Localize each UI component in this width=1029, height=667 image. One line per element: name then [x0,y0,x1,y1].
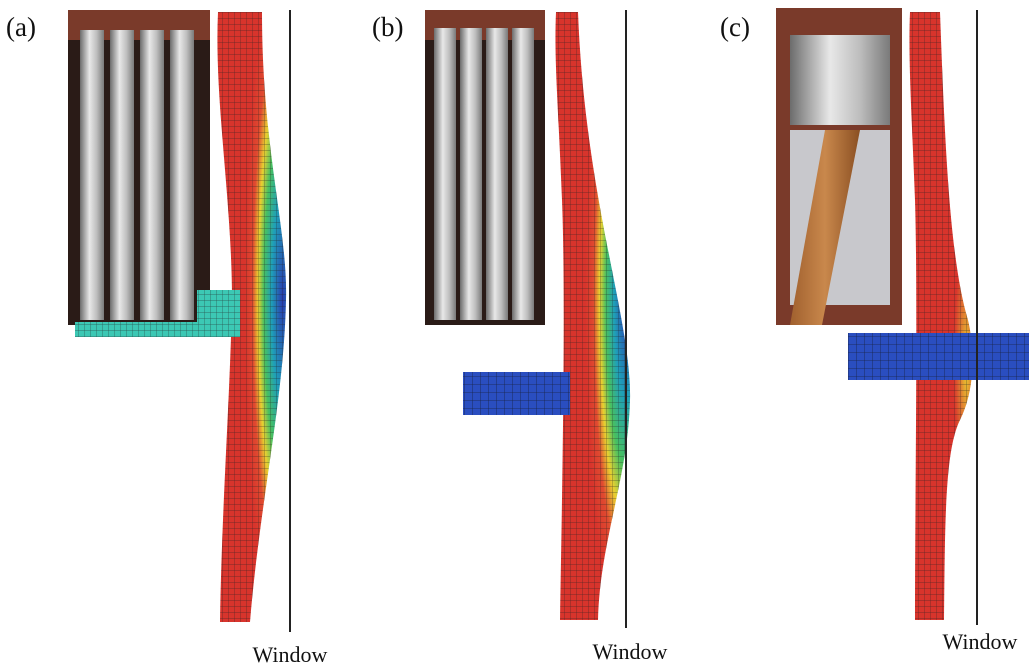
panel-label: (c) [720,12,750,42]
panel-c: (c) Window [720,8,1029,654]
impactor-grid [463,372,570,415]
panel-a: (a) Window [6,10,328,667]
panel-b: (b) Window [372,10,668,664]
photo [776,8,902,325]
window-label: Window [593,639,668,664]
panel-label: (a) [6,12,36,42]
photo [68,10,210,325]
impactor-grid [848,333,1029,380]
mesh-grid [909,12,972,620]
figure: (a) Window (b) Window [0,0,1029,667]
window-label: Window [253,642,328,667]
window-label: Window [943,629,1018,654]
page: (a) Window (b) Window [0,0,1029,667]
photo [425,10,545,325]
panel-label: (b) [372,12,403,42]
mesh-grid [555,12,630,620]
